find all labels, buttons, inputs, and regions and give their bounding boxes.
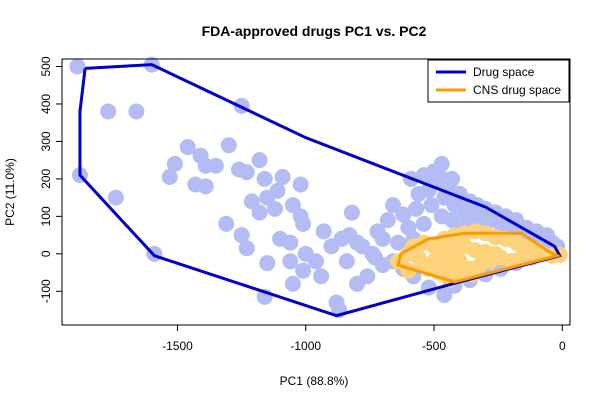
drug-point <box>295 215 312 232</box>
drug-point <box>354 238 371 255</box>
drug-point <box>166 155 183 172</box>
drug-point <box>251 152 268 169</box>
drug-point <box>238 164 255 181</box>
drug-point <box>292 176 309 193</box>
drug-point <box>284 275 301 292</box>
drug-point <box>338 253 355 270</box>
chart-title: FDA-approved drugs PC1 vs. PC2 <box>202 23 427 39</box>
drug-point <box>295 262 312 279</box>
drug-point <box>179 139 196 156</box>
drug-point <box>220 137 237 154</box>
cns-point <box>426 253 443 270</box>
drug-point <box>359 268 376 285</box>
x-tick-label: -1500 <box>162 339 193 353</box>
drug-point <box>415 167 432 184</box>
x-tick-label: 0 <box>559 339 566 353</box>
drug-point <box>282 234 299 251</box>
drug-point <box>266 200 283 217</box>
drug-point <box>423 197 440 214</box>
drug-point <box>433 155 450 172</box>
drug-point <box>315 223 332 240</box>
y-tick-label: 0 <box>39 250 53 257</box>
drug-point <box>100 103 117 120</box>
cns-point <box>413 257 430 274</box>
drug-point <box>256 170 273 187</box>
y-tick-label: 100 <box>39 206 53 226</box>
legend-box <box>427 59 570 103</box>
drug-point <box>197 178 214 195</box>
drug-point <box>259 189 276 206</box>
y-axis: -100 0 100 200 300 400 500 <box>39 56 63 303</box>
x-tick-label: -1000 <box>290 339 321 353</box>
y-tick-label: -100 <box>39 279 53 303</box>
drug-point <box>274 169 291 186</box>
y-tick-label: 200 <box>39 169 53 189</box>
drug-point <box>218 215 235 232</box>
drug-point <box>415 215 432 232</box>
drug-point <box>379 212 396 229</box>
drug-point <box>410 185 427 202</box>
cns-drug-space-hull <box>396 231 562 284</box>
drug-point <box>128 103 145 120</box>
cns-point <box>487 245 504 262</box>
y-tick-label: 300 <box>39 131 53 151</box>
drug-point <box>323 238 340 255</box>
drug-point <box>408 200 425 217</box>
drug-point <box>69 58 86 75</box>
drug-point <box>233 227 250 244</box>
drug-point <box>313 268 330 285</box>
drug-point <box>374 257 391 274</box>
drug-point <box>259 255 276 272</box>
drug-point <box>343 204 360 221</box>
drug-point <box>282 253 299 270</box>
y-axis-title: PC2 (11.0%) <box>3 158 17 226</box>
drug-point <box>207 157 224 174</box>
drug-point <box>284 197 301 214</box>
drug-point <box>243 193 260 210</box>
x-axis-title: PC1 (88.8%) <box>280 374 349 388</box>
drug-point <box>107 189 124 206</box>
drug-point <box>369 223 386 240</box>
drug-point <box>297 245 314 262</box>
legend: Drug space CNS drug space <box>427 59 570 103</box>
drug-point <box>500 215 517 232</box>
drug-point <box>395 206 412 223</box>
x-axis: -1500 -1000 -500 0 <box>162 324 566 353</box>
legend-label-drug-space: Drug space <box>473 65 535 79</box>
y-tick-label: 400 <box>39 94 53 114</box>
drug-point <box>390 234 407 251</box>
legend-label-cns-drug-space: CNS drug space <box>473 83 561 97</box>
drug-point <box>238 240 255 257</box>
x-tick-label: -500 <box>422 339 446 353</box>
drug-point <box>436 287 453 304</box>
y-tick-label: 500 <box>39 56 53 76</box>
drug-point <box>384 197 401 214</box>
drug-point <box>161 169 178 186</box>
drug-point <box>251 204 268 221</box>
